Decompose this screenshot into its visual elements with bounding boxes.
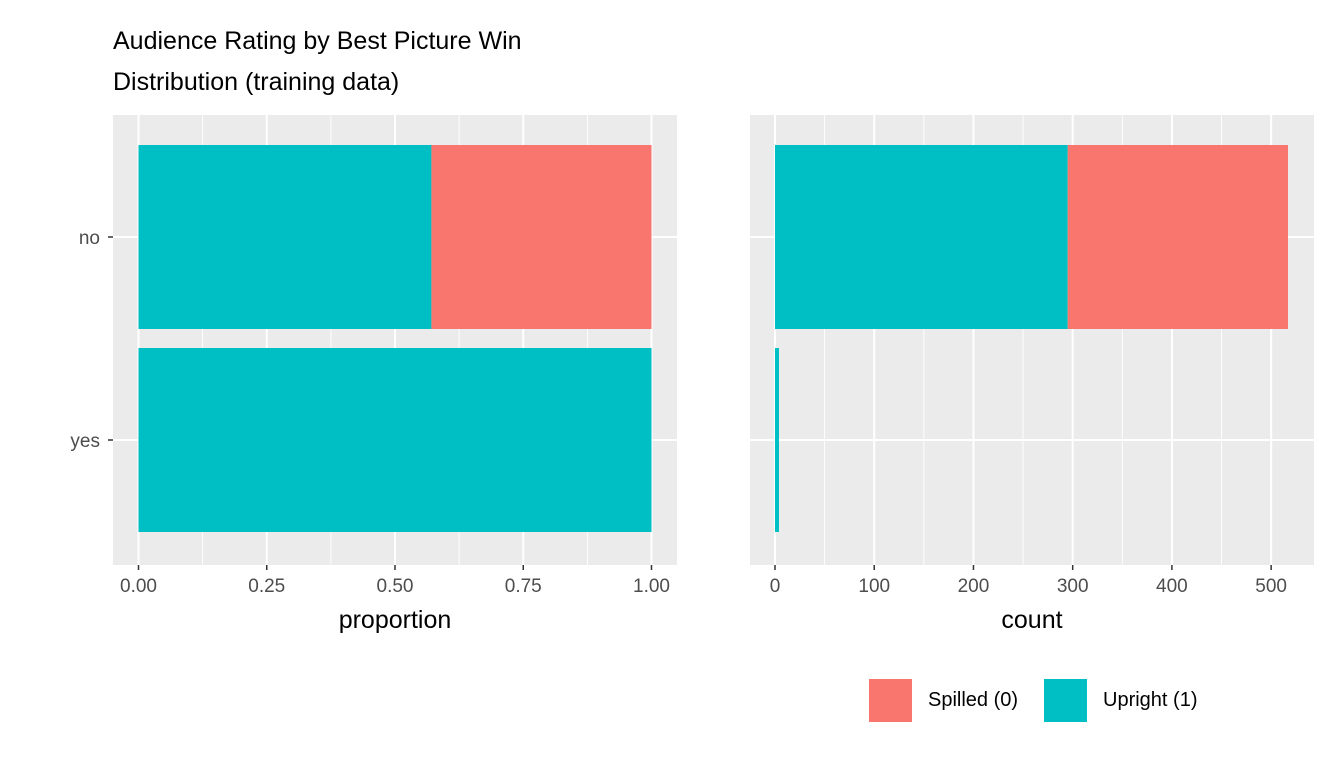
bar-yes-upright [775,348,779,532]
x-tick-label: 0.25 [248,576,285,597]
legend-key-upright [1044,679,1087,722]
x-axis-title: count [1001,606,1062,634]
legend-item-upright: Upright (1) [1044,679,1197,722]
x-tick-label: 400 [1156,576,1188,597]
x-tick-label: 200 [958,576,990,597]
x-tick-label: 100 [858,576,890,597]
bar-no-spilled [431,145,652,329]
x-tick-label: 0.00 [120,576,157,597]
y-tick-label: yes [70,431,100,452]
x-axis-title: proportion [339,606,452,634]
bar-no-spilled [1067,145,1289,329]
x-tick-label: 0.50 [377,576,414,597]
bar-yes-upright [138,348,652,532]
bar-no-upright [138,145,432,329]
x-tick-label: 0.75 [505,576,542,597]
legend-key-spilled [869,679,912,722]
x-tick-label: 500 [1255,576,1287,597]
y-tick-label: no [79,228,100,249]
chart-subtitle: Distribution (training data) [113,68,400,96]
bar-no-upright [775,145,1068,329]
legend-label-upright: Upright (1) [1103,689,1198,711]
chart-title: Audience Rating by Best Picture Win [113,27,522,55]
x-tick-label: 0 [770,576,781,597]
x-tick-label: 1.00 [633,576,670,597]
legend-label-spilled: Spilled (0) [928,689,1019,711]
x-tick-label: 300 [1057,576,1089,597]
legend-item-spilled: Spilled (0) [869,679,1018,722]
